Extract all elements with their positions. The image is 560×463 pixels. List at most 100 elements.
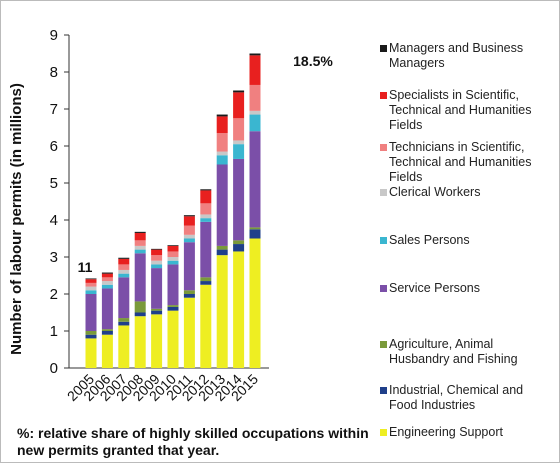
bar-segment <box>101 273 113 278</box>
bar-segment <box>167 257 179 261</box>
bar-segment <box>183 215 195 217</box>
legend-entry: Specialists in Scientific, Technical and… <box>380 88 554 133</box>
bar-segment <box>200 190 212 204</box>
legend-swatch <box>380 237 387 244</box>
legend-label: Service Persons <box>389 281 481 295</box>
y-tick-label: 2 <box>50 286 58 303</box>
bar-segment <box>183 297 195 368</box>
legend-label: Sales Persons <box>389 233 470 247</box>
y-tick-label: 3 <box>50 249 58 266</box>
bar-segment <box>249 227 261 230</box>
bar-segment <box>101 329 113 331</box>
bar-segment <box>233 244 245 252</box>
bar-segment <box>200 221 212 278</box>
bar-segment <box>183 238 195 243</box>
bar-segment <box>85 282 97 287</box>
bar-segment <box>134 312 146 317</box>
bar-segment <box>101 334 113 368</box>
bar-segment <box>233 140 245 145</box>
bar-segment <box>216 245 228 250</box>
legend-entry: Managers and Business Managers <box>380 41 554 71</box>
bar-segment <box>118 277 130 319</box>
bar-segment <box>183 242 195 291</box>
y-tick-label: 9 <box>50 27 58 44</box>
bar-segment <box>134 249 146 254</box>
legend-entry: Service Persons <box>380 281 554 296</box>
bar-segment <box>233 90 245 93</box>
bar-segment <box>85 331 97 335</box>
annotation: 18.5% <box>293 53 333 69</box>
bar-segment <box>233 118 245 141</box>
y-tick-label: 0 <box>50 360 58 377</box>
bar-segment <box>134 253 146 302</box>
bar-segment <box>85 338 97 368</box>
y-tick-label: 6 <box>50 138 58 155</box>
legend-label: Managers and Business Managers <box>389 41 524 70</box>
bar-segment <box>151 264 163 269</box>
bar-segment <box>167 305 179 307</box>
bar-segment <box>151 248 163 250</box>
bar-segment <box>167 310 179 368</box>
bar-segment <box>151 308 163 311</box>
bar-segment <box>249 110 261 115</box>
bar-segment <box>233 92 245 119</box>
bar-segment <box>233 251 245 368</box>
y-tick-label: 4 <box>50 212 58 229</box>
bar-segment <box>101 331 113 335</box>
legend-label: Agriculture, Animal Husbandry and Fishin… <box>389 337 518 366</box>
bar-segment <box>101 281 113 285</box>
bar-segment <box>200 218 212 222</box>
legend-label: Engineering Support <box>389 425 503 439</box>
bar-segment <box>200 281 212 285</box>
bar-segment <box>167 245 179 246</box>
bar-segment <box>216 255 228 368</box>
bar-segment <box>85 286 97 291</box>
bar-segment <box>134 231 146 233</box>
bar-segment <box>101 284 113 289</box>
legend-swatch <box>380 189 387 196</box>
bar-segment <box>151 260 163 265</box>
bar-segment <box>167 260 179 265</box>
bar-segment <box>151 249 163 256</box>
bar-segment <box>134 301 146 313</box>
bar-segment <box>249 84 261 111</box>
bar-segment <box>216 164 228 246</box>
bar-segment <box>101 288 113 330</box>
bar-segment <box>85 294 97 331</box>
legend-entry: Clerical Workers <box>380 185 554 200</box>
plot: Number of labour permits (in millions) 0… <box>8 27 333 404</box>
bar-segment <box>183 294 195 298</box>
bar-segment <box>233 144 245 159</box>
y-axis-label: Number of labour permits (in millions) <box>8 83 25 355</box>
bar-segment <box>167 245 179 252</box>
legend-swatch <box>380 92 387 99</box>
bar-segment <box>85 334 97 339</box>
bar-segment <box>167 251 179 257</box>
bar-segment <box>183 225 195 235</box>
legend-entry: Industrial, Chemical and Food Industries <box>380 383 554 413</box>
bar-segment <box>233 240 245 245</box>
bar-segment <box>85 279 97 283</box>
bar-segment <box>249 131 261 228</box>
bar-segment <box>118 318 130 322</box>
legend-entry: Sales Persons <box>380 233 554 248</box>
bar-segment <box>151 268 163 309</box>
bar-segment <box>85 278 97 280</box>
bar-segment <box>101 277 113 282</box>
bar-segment <box>118 273 130 278</box>
bar-segment <box>85 290 97 294</box>
bar-segment <box>134 316 146 368</box>
bar-segment <box>134 232 146 241</box>
bar-segment <box>216 151 228 156</box>
bar-segment <box>183 234 195 239</box>
legend-label: Clerical Workers <box>389 185 481 199</box>
bar-segment <box>183 290 195 294</box>
bar-segment <box>151 310 163 315</box>
bar-segment <box>134 240 146 246</box>
legend-label: Industrial, Chemical and Food Industries <box>389 383 524 412</box>
bar-segment <box>249 114 261 132</box>
bar-segment <box>233 158 245 241</box>
bar-segment <box>183 216 195 226</box>
legend-label: Technicians in Scientific, Technical and… <box>389 140 532 184</box>
